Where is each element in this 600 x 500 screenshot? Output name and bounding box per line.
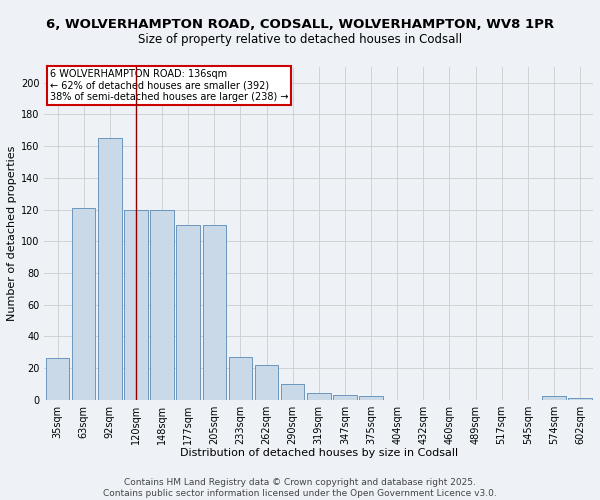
Text: Contains HM Land Registry data © Crown copyright and database right 2025.
Contai: Contains HM Land Registry data © Crown c… (103, 478, 497, 498)
Text: Size of property relative to detached houses in Codsall: Size of property relative to detached ho… (138, 32, 462, 46)
Text: 6 WOLVERHAMPTON ROAD: 136sqm
← 62% of detached houses are smaller (392)
38% of s: 6 WOLVERHAMPTON ROAD: 136sqm ← 62% of de… (50, 68, 289, 102)
Bar (98, 138, 122, 400)
Bar (124, 210, 148, 400)
Bar (46, 358, 69, 400)
Bar (229, 357, 252, 400)
Bar (150, 210, 174, 400)
Bar (176, 226, 200, 400)
Bar (203, 226, 226, 400)
Bar (281, 384, 304, 400)
Bar (359, 396, 383, 400)
Bar (255, 365, 278, 400)
Bar (568, 398, 592, 400)
X-axis label: Distribution of detached houses by size in Codsall: Distribution of detached houses by size … (180, 448, 458, 458)
Bar (72, 208, 95, 400)
Bar (542, 396, 566, 400)
Bar (333, 395, 356, 400)
Y-axis label: Number of detached properties: Number of detached properties (7, 146, 17, 321)
Text: 6, WOLVERHAMPTON ROAD, CODSALL, WOLVERHAMPTON, WV8 1PR: 6, WOLVERHAMPTON ROAD, CODSALL, WOLVERHA… (46, 18, 554, 30)
Bar (307, 394, 331, 400)
